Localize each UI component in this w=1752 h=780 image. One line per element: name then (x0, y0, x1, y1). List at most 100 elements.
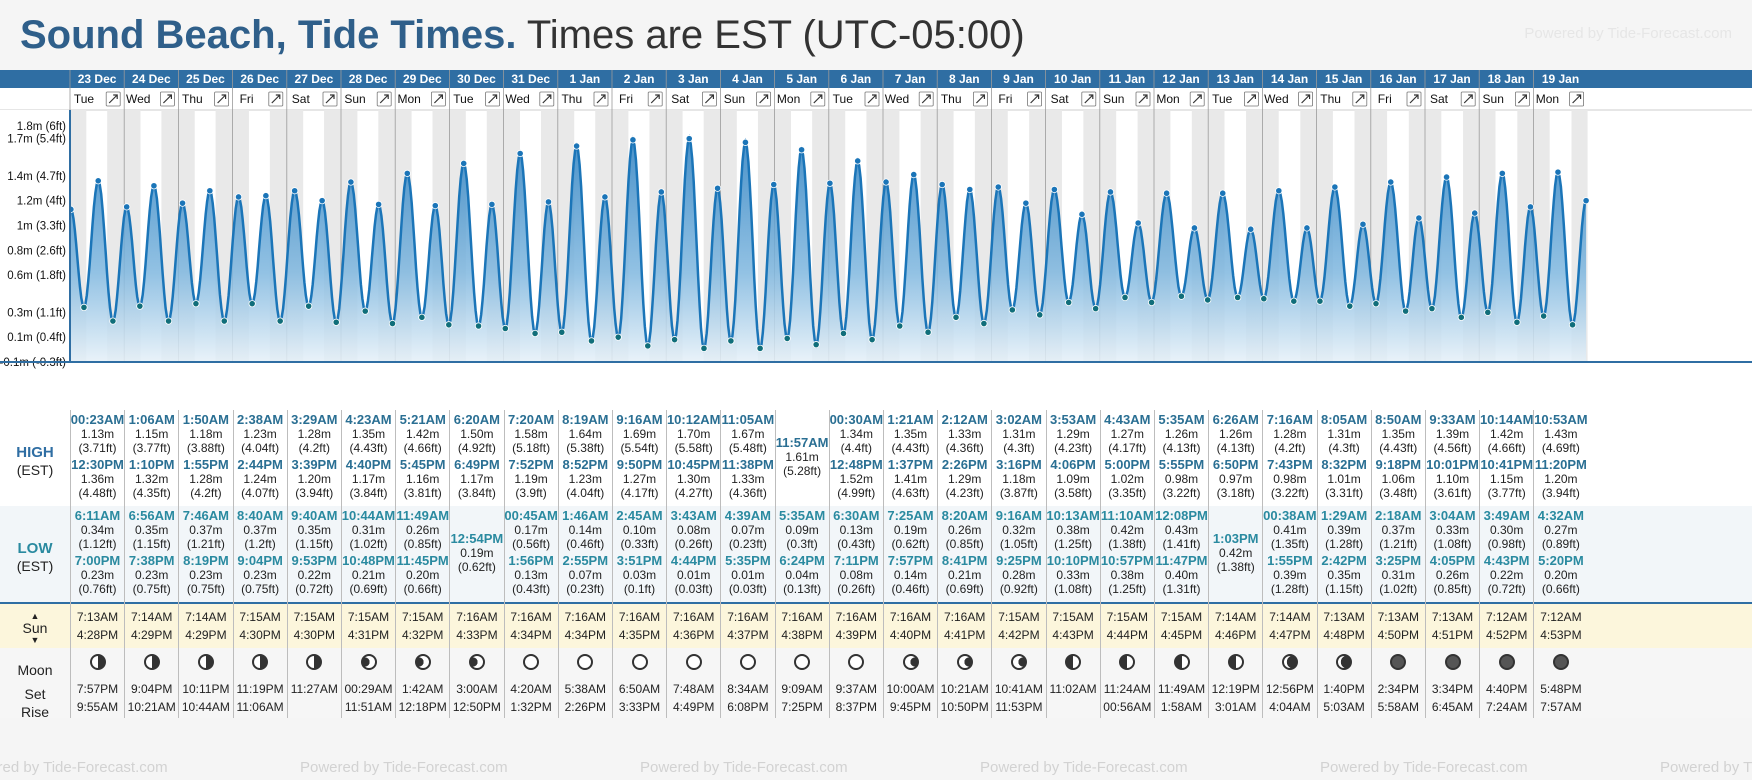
low-tide-1-height-m: 0.42m (1110, 523, 1144, 537)
high-tide-2: 11:20PM 1.20m (3.94ft) (1530, 458, 1591, 500)
header: Sound Beach, Tide Times. Times are EST (… (0, 0, 1752, 70)
date-label: 28 Dec (349, 72, 388, 86)
moon-times: 8:34AM 6:08PM (717, 680, 778, 716)
low-tide-2-height-ft: (0.75ft) (241, 582, 280, 596)
moon-phase-icon (739, 654, 756, 670)
low-tide-2: 3:51PM 0.03m (0.1ft) (609, 554, 670, 596)
high-tide-1-height-m: 1.67m (731, 427, 765, 441)
high-tide-1-time: 8:50AM (1375, 413, 1422, 427)
high-tide-point (1219, 189, 1227, 197)
high-tide-2-height-m: 1.36m (80, 472, 115, 486)
high-tide-point (713, 184, 722, 192)
low-tide-1-height-ft: (0.85ft) (403, 537, 442, 551)
low-tide-1-height-m: 0.31m (351, 523, 386, 537)
sunset-time: 4:47PM (1269, 628, 1311, 642)
high-tide-1: 6:20AM 1.50m (4.92ft) (446, 413, 507, 455)
moonrise-label: Rise (0, 704, 70, 720)
moonset-time: 7:48AM (673, 682, 715, 696)
low-tide-1-height-m: 0.08m (677, 523, 711, 537)
low-tide-point (558, 328, 566, 336)
expand-arrow-icon (704, 94, 714, 104)
moon-phase-icon (1444, 654, 1461, 670)
low-tide-2: 5:35PM 0.01m (0.03ft) (717, 554, 778, 596)
low-tide-1: 11:10AM 0.42m (1.38ft) (1097, 509, 1158, 551)
high-tide-2-height-ft: (4.35ft) (132, 486, 171, 500)
moon-times: 4:40PM 7:24AM (1476, 680, 1537, 716)
weekday-label: Wed (505, 92, 529, 106)
high-tide-1-height-ft: (5.18ft) (512, 441, 551, 455)
high-tide-2: 12:48PM 1.52m (4.99ft) (826, 458, 887, 500)
low-tide-2-time: 3:51PM (616, 554, 663, 568)
low-tide-2-height-ft: (0.46ft) (891, 582, 930, 596)
high-tide-2-height-ft: (4.04ft) (566, 486, 605, 500)
weekday-label: Tue (833, 92, 854, 106)
high-tide-point (741, 138, 750, 146)
low-tide-2-time: 1:56PM (508, 554, 554, 568)
weekday-label: Tue (74, 92, 95, 106)
column-separator (1316, 410, 1318, 718)
high-tide-1-height-m: 1.42m (1490, 427, 1524, 441)
high-tide-1-height-ft: (4.43ft) (1379, 441, 1418, 455)
low-tide-1: 00:38AM 0.41m (1.35ft) (1259, 509, 1320, 551)
low-tide-2-height-m: 0.23m (80, 568, 115, 582)
expand-arrow-icon (1301, 94, 1311, 104)
date-label: 4 Jan (732, 72, 763, 86)
low-tide-1-height-m: 0.43m (1164, 523, 1199, 537)
sunrise-time: 7:16AM (889, 610, 932, 624)
low-tide-1: 4:32AM 0.27m (0.89ft) (1530, 509, 1591, 551)
high-tide-1-height-ft: (5.38ft) (566, 441, 605, 455)
high-tide-2-height-m: 0.98m (1164, 472, 1199, 486)
high-tide-point (150, 182, 158, 190)
high-tide-1-height-ft: (4.66ft) (403, 441, 442, 455)
high-tide-1: 2:12AM 1.33m (4.36ft) (934, 413, 995, 455)
high-tide-2-time: 3:16PM (996, 458, 1042, 472)
high-tide-2: 6:49PM 1.17m (3.84ft) (446, 458, 507, 500)
high-tide-2: 2:26PM 1.29m (4.23ft) (934, 458, 995, 500)
column-separator (286, 410, 288, 718)
high-tide-point (544, 198, 553, 206)
low-tide-point (164, 317, 173, 325)
sun-times: 7:12AM 4:52PM (1476, 608, 1537, 644)
high-tide-2-height-ft: (3.94ft) (295, 486, 334, 500)
high-tide-1: 4:23AM 1.35m (4.43ft) (338, 413, 399, 455)
low-tide-1-height-m: 0.26m (406, 523, 440, 537)
low-tide-1: 1:03PM 0.42m (1.38ft) (1205, 532, 1266, 574)
moon-phase-icon (1336, 654, 1353, 670)
high-tide-1-height-ft: (3.71ft) (78, 441, 117, 455)
low-tide-1-height-ft: (0.46ft) (566, 537, 605, 551)
moon-label-text: Moon (17, 662, 53, 678)
expand-arrow-icon (596, 94, 606, 104)
high-tide-2-height-m: 1.15m (1490, 472, 1524, 486)
low-tide-2-height-ft: (0.85ft) (1433, 582, 1472, 596)
high-tide-2: 11:38PM 1.33m (4.36ft) (717, 458, 778, 500)
moonrise-time: 5:58AM (1377, 700, 1419, 714)
low-tide-1-height-m: 0.35m (135, 523, 169, 537)
date-label: 14 Jan (1271, 72, 1308, 86)
low-tide-point (192, 300, 200, 308)
low-tide-point (1290, 297, 1298, 305)
sunrise-time: 7:16AM (944, 610, 986, 624)
moonrise-time: 00:56AM (1103, 700, 1152, 714)
moon-cell (880, 654, 941, 673)
sunrise-time: 7:14AM (185, 610, 227, 624)
high-tide-1-time: 3:53AM (1049, 413, 1097, 427)
low-tide-1-height-m: 0.26m (948, 523, 982, 537)
low-tide-1-height-ft: (0.23ft) (728, 537, 767, 551)
moon-phase-icon (468, 654, 485, 670)
high-tide-1-time: 1:06AM (128, 413, 175, 427)
y-tick-label: 0.8m (2.6ft) (7, 245, 66, 257)
high-tide-1-height-ft: (4.3ft) (1003, 441, 1035, 455)
low-tide-point (531, 329, 539, 338)
moonset-label-text: Set (24, 686, 46, 702)
high-tide-1-height-ft: (3.77ft) (132, 441, 171, 455)
low-tide-2: 7:00PM 0.23m (0.76ft) (67, 554, 128, 596)
moon-times: 3:34PM 6:45AM (1422, 680, 1483, 716)
low-tide-1-height-m: 0.19m (893, 523, 928, 537)
moonrise-time: 9:45PM (889, 700, 932, 714)
weekday-label: Mon (1536, 92, 1559, 106)
y-tick-label: 1m (3.3ft) (17, 220, 66, 232)
high-tide-2-time: 5:55PM (1158, 458, 1205, 472)
high-tide-2-height-m: 1.06m (1381, 472, 1415, 486)
moonset-label: Set (0, 686, 70, 702)
high-tide-2: 5:45PM 1.16m (3.81ft) (392, 458, 453, 500)
